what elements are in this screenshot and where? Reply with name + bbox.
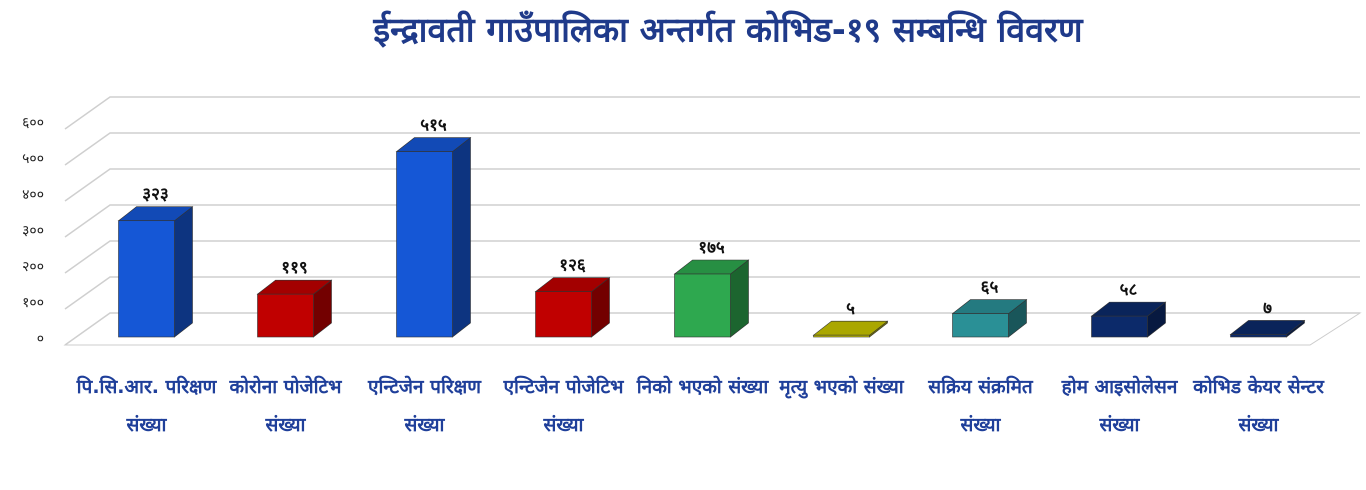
y-tick-label: ६०० — [22, 115, 44, 131]
y-tick-label: २०० — [22, 259, 44, 275]
x-tick-label: निको भएको संख्या — [636, 376, 769, 398]
bar-side — [452, 136, 471, 338]
grid-line — [64, 96, 1360, 130]
grid-line — [64, 204, 1360, 238]
value-label: ५१५ — [420, 116, 447, 136]
x-tick-label: सक्रिय संक्रमित संख्या — [928, 376, 1033, 436]
x-tick-label: मृत्यु भएको संख्या — [779, 376, 904, 398]
x-tick-label: एन्टिजेन परिक्षण संख्या — [367, 376, 482, 436]
x-tick-label: कोभिड केयर सेन्टर संख्या — [1193, 376, 1324, 436]
x-tick-label: कोरोना पोजेटिभ संख्या — [229, 376, 342, 436]
x-tick-label: होम आइसोलेसन संख्या — [1061, 376, 1178, 436]
grid-line — [64, 240, 1360, 274]
y-tick-label: ५०० — [22, 151, 44, 167]
y-tick-label: ३०० — [22, 223, 44, 239]
y-tick-label: ० — [37, 331, 44, 347]
bar — [396, 151, 453, 338]
chart-title: ईन्द्रावती गाउँपालिका अन्तर्गत कोभिड-१९ … — [372, 10, 1084, 51]
bar — [118, 220, 175, 338]
grid-line — [64, 168, 1360, 202]
value-label: ७ — [1263, 298, 1272, 318]
grid-line — [64, 312, 1360, 346]
x-tick-label: एन्टिजेन पोजेटिभ संख्या — [503, 376, 624, 436]
grid-line — [64, 276, 1360, 310]
value-label: ३२३ — [142, 185, 169, 205]
bar-top — [812, 320, 889, 336]
y-tick-label: ४०० — [22, 187, 44, 203]
bar-side — [174, 206, 193, 338]
grid-line — [64, 132, 1360, 166]
value-label: १७५ — [698, 238, 725, 258]
bar — [952, 313, 1009, 338]
value-label: ६५ — [981, 278, 999, 298]
bar — [257, 293, 314, 338]
bar — [535, 291, 592, 338]
y-tick-label: १०० — [22, 295, 44, 311]
bar — [674, 273, 731, 338]
value-label: १२६ — [559, 256, 586, 276]
value-label: ११९ — [281, 258, 308, 278]
bar — [813, 334, 870, 338]
x-tick-label: पि.सि.आर. परिक्षण संख्या — [76, 376, 217, 436]
bar — [1230, 334, 1287, 338]
bar — [1091, 315, 1148, 338]
value-label: ५८ — [1120, 280, 1138, 300]
bar-top — [1229, 320, 1306, 335]
value-label: ५ — [846, 299, 855, 319]
